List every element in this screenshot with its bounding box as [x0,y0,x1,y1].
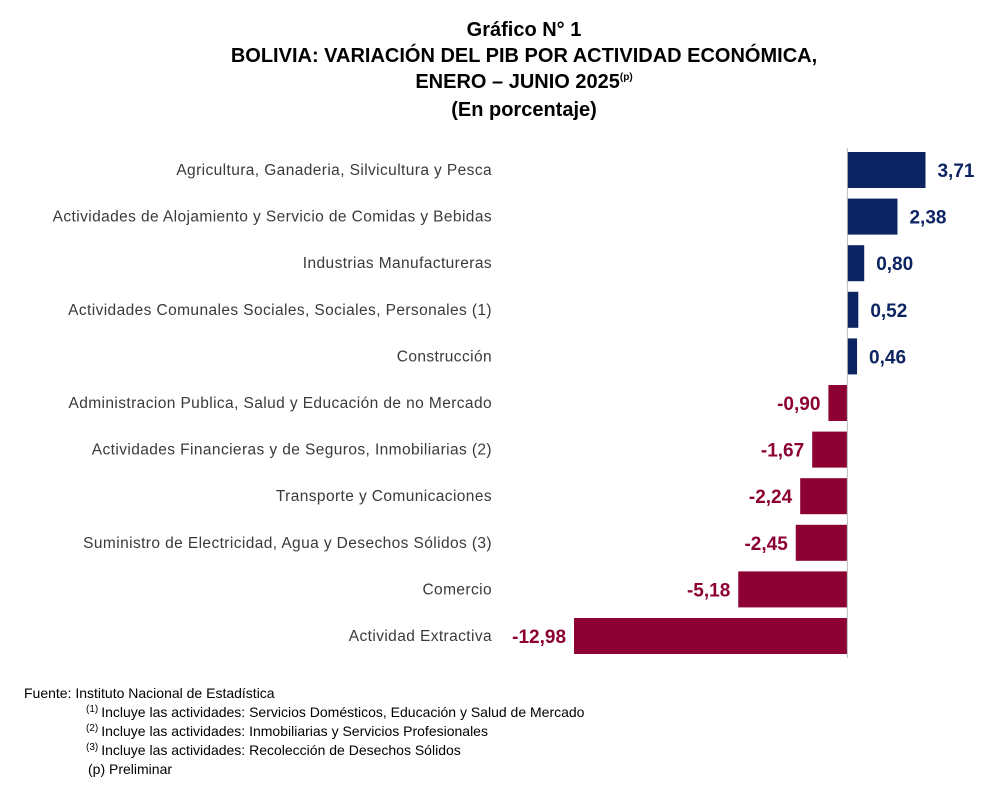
value-label: -12,98 [512,627,566,648]
value-label: 0,80 [876,254,913,275]
category-label: Comercio [422,581,492,598]
value-label: -2,45 [744,534,788,555]
value-label: -2,24 [749,487,793,508]
bar [847,245,865,282]
bar [847,338,858,375]
notes: (1) Incluye las actividades: Servicios Do… [86,704,585,758]
value-label: -1,67 [761,441,804,462]
chart-title: ENERO – JUNIO 2025(p) [415,71,632,93]
note: (p) Preliminar [88,761,172,777]
value-label: 0,46 [869,347,906,368]
note-marker: (3) [86,742,98,753]
value-label: 2,38 [909,208,946,229]
note: (2) Incluye las actividades: Inmobiliaria… [86,723,488,739]
note: (1) Incluye las actividades: Servicios Do… [86,704,585,720]
note-text: Incluye las actividades: Servicios Domés… [101,704,584,720]
value-label: 3,71 [937,161,974,182]
note-marker: (2) [86,723,98,734]
value-label: -0,90 [777,394,820,415]
note-marker: (1) [86,704,98,715]
title-note: (p) [620,72,633,83]
bar [847,198,898,235]
chart-title: Gráfico N° 1 [467,19,582,41]
category-label: Actividades Comunales Sociales, Sociales… [68,302,492,319]
category-label: Construcción [397,348,492,365]
chart-title: ENERO – JUNIO 2025 [415,71,620,93]
category-label: Transporte y Comunicaciones [276,488,492,505]
bar [847,152,926,188]
bar [812,431,848,468]
value-label: 0,52 [870,301,907,322]
source: Fuente: Instituto Nacional de Estadístic… [24,685,275,701]
note-text: Incluye las actividades: Inmobiliarias y… [101,723,488,739]
category-label: Administracion Publica, Salud y Educació… [68,395,492,412]
chart-subtitle: (En porcentaje) [451,99,597,121]
note-text: Incluye las actividades: Recolección de … [101,742,461,758]
category-label: Actividades Financieras y de Seguros, In… [92,442,492,459]
category-label: Actividad Extractiva [349,628,492,645]
category-label: Suministro de Electricidad, Agua y Desec… [83,535,492,552]
chart-title: BOLIVIA: VARIACIÓN DEL PIB POR ACTIVIDAD… [231,43,817,67]
note: (3) Incluye las actividades: Recolección … [86,742,461,758]
value-label: -5,18 [687,580,730,601]
bar [800,478,848,515]
category-label: Agricultura, Ganaderia, Silvicultura y P… [176,162,492,179]
bar [574,618,848,654]
bar [795,524,848,561]
bar [847,291,859,328]
category-label: Industrias Manufactureras [303,255,492,272]
category-label: Actividades de Alojamiento y Servicio de… [53,209,492,226]
bar [738,571,848,608]
bar [828,385,848,421]
